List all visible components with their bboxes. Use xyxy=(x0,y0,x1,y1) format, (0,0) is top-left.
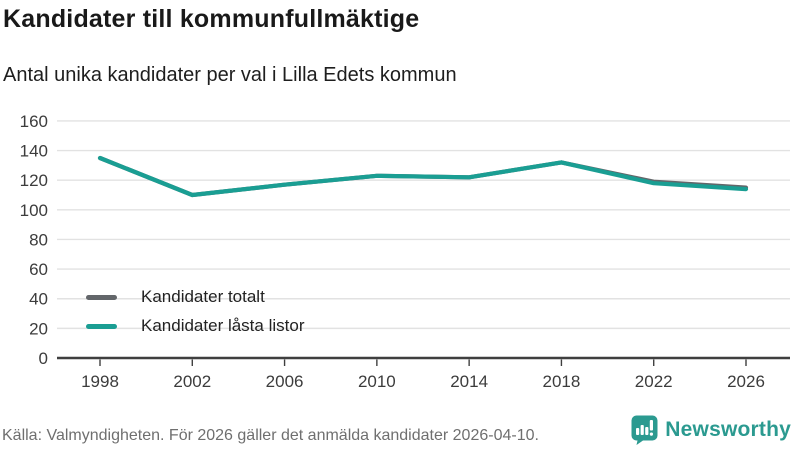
y-tick-label-60: 60 xyxy=(29,260,48,279)
legend-swatch-icon xyxy=(86,323,117,329)
legend-item-kandidater-totalt[interactable]: Kandidater totalt xyxy=(86,286,304,308)
page-subtitle: Antal unika kandidater per val i Lilla E… xyxy=(3,64,457,86)
x-tick-label-2022: 2022 xyxy=(635,372,673,391)
x-tick-label-2006: 2006 xyxy=(266,372,304,391)
y-tick-label-40: 40 xyxy=(29,290,48,309)
legend-label: Kandidater låsta listor xyxy=(141,316,305,335)
page-title: Kandidater till kommunfullmäktige xyxy=(3,5,420,33)
newsworthy-wordmark: Newsworthy xyxy=(665,418,791,441)
x-tick-label-2010: 2010 xyxy=(358,372,396,391)
y-tick-label-160: 160 xyxy=(20,112,48,131)
source-note: Källa: Valmyndigheten. För 2026 gäller d… xyxy=(2,427,539,444)
legend-item-kandidater-låsta-listor[interactable]: Kandidater låsta listor xyxy=(86,315,304,337)
y-tick-label-100: 100 xyxy=(20,201,48,220)
x-tick-label-1998: 1998 xyxy=(81,372,119,391)
legend-label: Kandidater totalt xyxy=(141,287,265,306)
y-tick-label-20: 20 xyxy=(29,319,48,338)
y-tick-label-0: 0 xyxy=(39,349,48,368)
y-tick-label-140: 140 xyxy=(20,142,48,161)
newsworthy-logo[interactable]: Newsworthy xyxy=(631,415,791,445)
y-tick-label-80: 80 xyxy=(29,230,48,249)
series-line-1 xyxy=(97,155,749,198)
x-tick-label-2026: 2026 xyxy=(727,372,765,391)
x-tick-label-2018: 2018 xyxy=(543,372,581,391)
legend-swatch-icon xyxy=(86,294,117,300)
x-tick-label-2002: 2002 xyxy=(173,372,211,391)
y-tick-label-120: 120 xyxy=(20,171,48,190)
x-tick-label-2014: 2014 xyxy=(450,372,488,391)
newsworthy-bar-chart-bubble-icon xyxy=(631,415,658,445)
chart-legend: Kandidater totalt Kandidater låsta listor xyxy=(86,286,304,337)
